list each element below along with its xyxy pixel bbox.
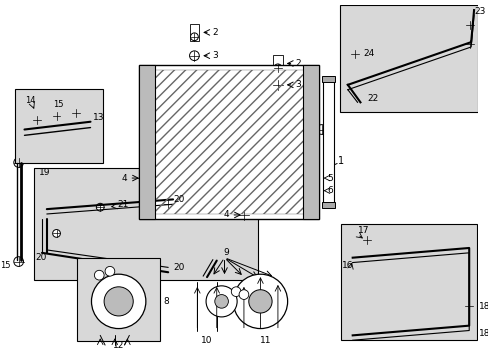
- Bar: [139, 66, 318, 219]
- Text: 6: 6: [327, 186, 332, 195]
- Bar: [153, 70, 304, 214]
- Circle shape: [272, 80, 282, 90]
- Text: 22: 22: [366, 94, 378, 103]
- Text: 1: 1: [337, 156, 344, 166]
- Text: 18: 18: [478, 329, 488, 338]
- Text: 10: 10: [201, 336, 212, 345]
- Circle shape: [273, 64, 281, 72]
- Circle shape: [233, 274, 287, 329]
- Text: 8: 8: [163, 297, 169, 306]
- Circle shape: [231, 287, 241, 297]
- Text: 12: 12: [113, 341, 124, 350]
- Circle shape: [239, 210, 248, 220]
- Text: 9: 9: [223, 248, 229, 257]
- Circle shape: [248, 290, 271, 313]
- Circle shape: [189, 51, 199, 60]
- Bar: [34, 168, 257, 280]
- Circle shape: [164, 201, 172, 208]
- Text: 13: 13: [93, 113, 105, 122]
- Text: 2: 2: [211, 28, 217, 37]
- Circle shape: [316, 125, 326, 134]
- Text: 2: 2: [295, 59, 301, 68]
- Text: 20: 20: [35, 253, 46, 262]
- Text: 15: 15: [53, 100, 63, 109]
- Circle shape: [137, 173, 146, 183]
- Circle shape: [91, 274, 145, 329]
- Circle shape: [14, 257, 23, 266]
- Text: 24: 24: [363, 49, 374, 58]
- Circle shape: [363, 236, 370, 244]
- Bar: [272, 55, 282, 72]
- Text: 19: 19: [39, 168, 50, 177]
- Bar: [189, 24, 199, 41]
- Text: 20: 20: [173, 195, 184, 204]
- Circle shape: [96, 203, 104, 211]
- Text: 7: 7: [312, 112, 318, 121]
- Circle shape: [105, 266, 115, 276]
- Circle shape: [239, 290, 248, 300]
- Text: 18: 18: [478, 302, 488, 311]
- Bar: [15, 89, 103, 162]
- Circle shape: [350, 50, 358, 58]
- Circle shape: [466, 21, 473, 28]
- Text: 17: 17: [357, 226, 368, 235]
- Circle shape: [214, 294, 228, 308]
- Circle shape: [466, 40, 473, 48]
- Text: 20: 20: [173, 263, 184, 272]
- Text: 23: 23: [473, 6, 485, 15]
- Text: 16: 16: [341, 261, 353, 270]
- Circle shape: [190, 33, 198, 41]
- Text: 11: 11: [259, 336, 270, 345]
- Bar: [340, 224, 476, 340]
- Bar: [139, 66, 154, 219]
- Text: 4: 4: [122, 174, 127, 183]
- Circle shape: [465, 302, 472, 310]
- Circle shape: [53, 230, 61, 237]
- Circle shape: [33, 116, 41, 124]
- Text: 3: 3: [295, 80, 301, 89]
- Bar: [77, 258, 160, 341]
- Bar: [321, 76, 335, 82]
- Text: 14: 14: [25, 96, 36, 105]
- Text: 5: 5: [327, 174, 332, 183]
- Bar: [322, 80, 334, 204]
- Circle shape: [72, 109, 80, 117]
- Bar: [321, 202, 335, 208]
- Bar: [339, 5, 477, 112]
- Text: 4: 4: [224, 211, 229, 220]
- Text: 3: 3: [211, 51, 217, 60]
- Text: 15: 15: [0, 261, 11, 270]
- Circle shape: [104, 287, 133, 316]
- Circle shape: [14, 158, 23, 167]
- Bar: [303, 66, 318, 219]
- Circle shape: [53, 112, 61, 120]
- Text: 21: 21: [118, 200, 129, 209]
- Circle shape: [94, 270, 104, 280]
- Circle shape: [205, 286, 237, 317]
